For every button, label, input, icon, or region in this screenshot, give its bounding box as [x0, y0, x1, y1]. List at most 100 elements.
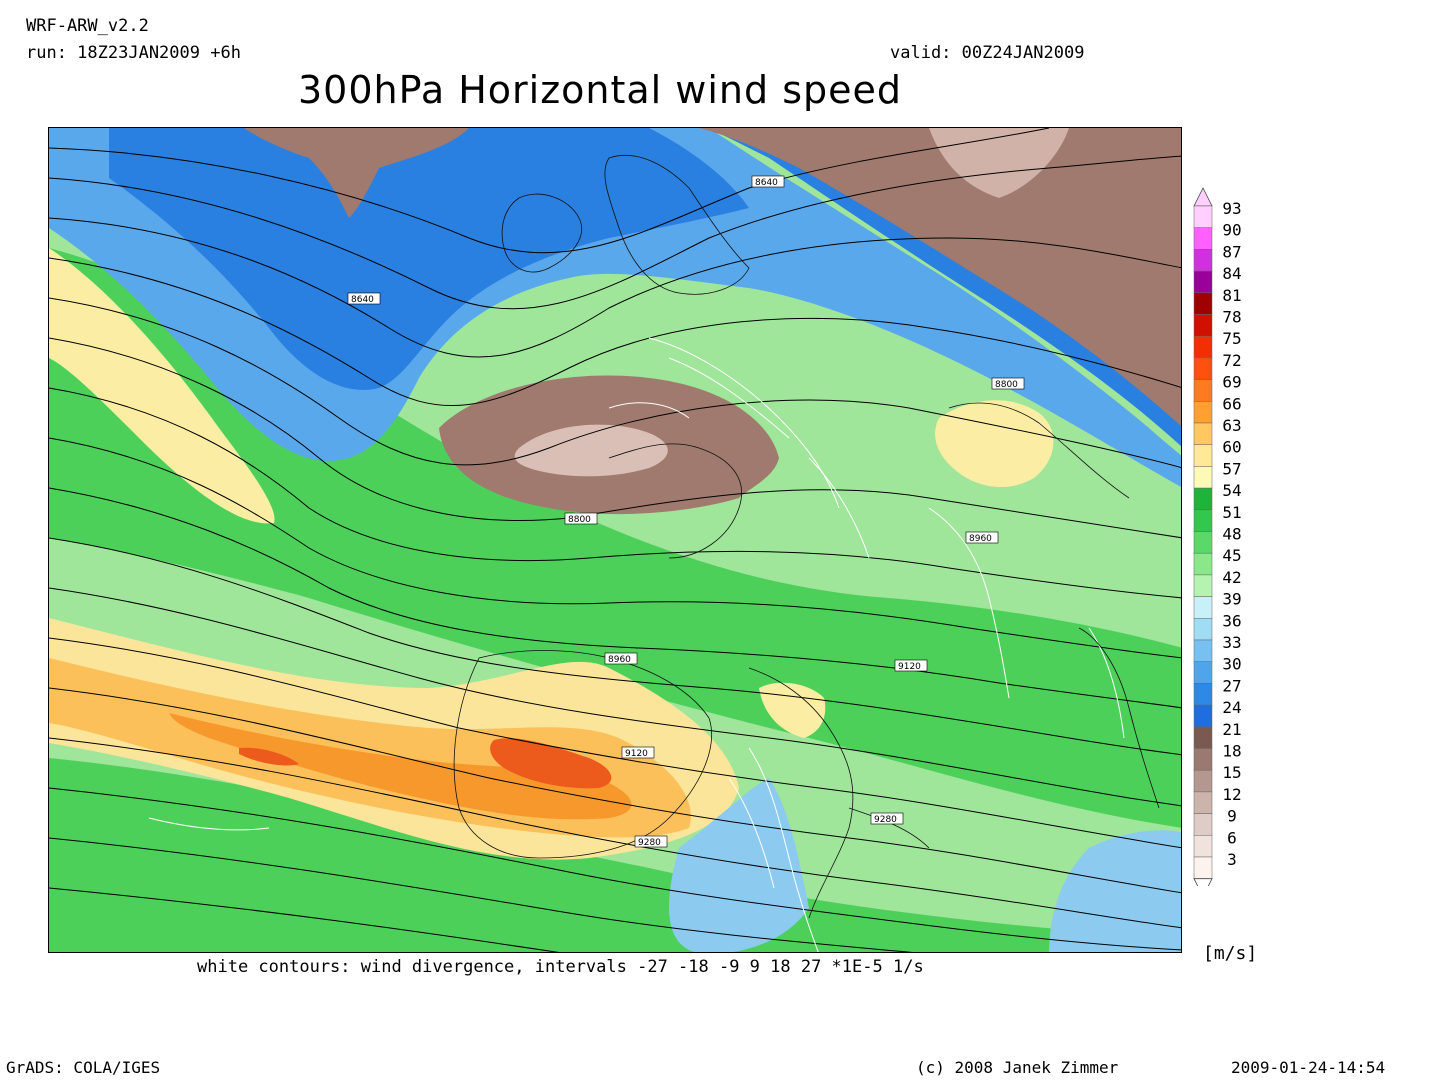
- legend-swatch: [1193, 466, 1213, 489]
- legend-level-label: 24: [1222, 698, 1241, 717]
- legend-level-label: 15: [1222, 763, 1241, 782]
- render-timestamp: 2009-01-24-14:54: [1231, 1058, 1386, 1077]
- contour-label: 8800: [568, 515, 591, 525]
- legend-swatch: [1193, 856, 1213, 879]
- legend-level-label: 87: [1222, 242, 1241, 261]
- legend-swatch: [1193, 661, 1213, 684]
- software-credit: GrADS: COLA/IGES: [6, 1058, 161, 1077]
- legend-swatch: [1193, 227, 1213, 250]
- run-info: run: 18Z23JAN2009 +6h: [26, 43, 241, 63]
- legend-swatch: [1193, 487, 1213, 511]
- legend-level-label: 54: [1222, 481, 1241, 500]
- legend-swatch: [1193, 249, 1213, 272]
- legend-level-label: 66: [1222, 394, 1241, 413]
- divergence-contours: [148, 337, 1125, 952]
- geopotential-contours: [49, 128, 1181, 952]
- legend-unit: [m/s]: [1203, 943, 1258, 964]
- legend-level-label: 45: [1222, 546, 1241, 565]
- wind-band-blue-south: [669, 778, 809, 952]
- contour-label: 9120: [898, 662, 921, 672]
- contour-label: 8640: [351, 295, 374, 305]
- wind-band-blue-se: [1049, 830, 1181, 952]
- slow-wind-north: [699, 128, 1181, 427]
- slow-wind-north-core: [929, 128, 1069, 198]
- legend-swatch: [1193, 574, 1213, 597]
- contour-label: 9280: [638, 838, 661, 848]
- legend-level-label: 81: [1222, 286, 1241, 305]
- legend-swatch: [1193, 401, 1213, 424]
- legend-level-label: 6: [1227, 828, 1237, 847]
- legend-swatch: [1193, 314, 1213, 337]
- legend-swatch: [1193, 357, 1213, 380]
- slow-wind-low-core: [514, 424, 668, 477]
- legend-arrow-top: [1193, 187, 1213, 207]
- legend-level-label: 3: [1227, 850, 1237, 869]
- author-credit: (c) 2008 Janek Zimmer: [916, 1058, 1119, 1077]
- legend-level-label: 39: [1222, 590, 1241, 609]
- legend-level-label: 69: [1222, 373, 1241, 392]
- legend-level-label: 21: [1222, 720, 1241, 739]
- legend-swatch: [1193, 726, 1213, 749]
- map-canvas: 8640 8640 8800 8800 8960 8960 9120 9120 …: [49, 128, 1181, 952]
- legend-swatch: [1193, 835, 1213, 858]
- legend-swatch: [1193, 769, 1213, 793]
- wind-core-red: [239, 747, 299, 766]
- legend-level-label: 9: [1227, 807, 1237, 826]
- legend-level-label: 18: [1222, 742, 1241, 761]
- legend-swatch: [1193, 791, 1213, 814]
- legend-level-label: 60: [1222, 438, 1241, 457]
- divergence-footnote: white contours: wind divergence, interva…: [197, 957, 924, 977]
- legend-level-label: 33: [1222, 633, 1241, 652]
- legend-level-label: 51: [1222, 503, 1241, 522]
- slow-wind-northwest: [244, 128, 469, 218]
- chart-title: 300hPa Horizontal wind speed: [298, 68, 903, 112]
- contour-label: 8800: [995, 380, 1018, 390]
- model-name: WRF-ARW_v2.2: [26, 16, 149, 36]
- legend-swatch: [1193, 335, 1213, 359]
- legend-swatch: [1193, 205, 1213, 228]
- legend-swatch: [1193, 618, 1213, 641]
- color-legend: 9390878481787572696663605754514845423936…: [1193, 187, 1242, 886]
- wind-band-orange: [169, 713, 632, 820]
- legend-level-label: 42: [1222, 568, 1241, 587]
- wind-band-yellow-italy: [759, 682, 826, 738]
- legend-arrow-bottom: [1193, 878, 1213, 886]
- legend-level-label: 63: [1222, 416, 1241, 435]
- contour-label: 9120: [625, 749, 648, 759]
- legend-swatch: [1193, 422, 1213, 445]
- contour-label: 8960: [969, 534, 992, 544]
- legend-level-label: 72: [1222, 351, 1241, 370]
- legend-swatch: [1193, 683, 1213, 706]
- legend-level-label: 57: [1222, 459, 1241, 478]
- legend-swatch: [1193, 748, 1213, 771]
- legend-level-label: 90: [1222, 221, 1241, 240]
- legend-swatch: [1193, 444, 1213, 467]
- legend-swatch: [1193, 531, 1213, 554]
- legend-swatch: [1193, 270, 1213, 294]
- wind-core-red-iberia: [490, 738, 612, 789]
- legend-level-label: 36: [1222, 611, 1241, 630]
- contour-label: 9280: [874, 815, 897, 825]
- wind-band-yellow-alps: [935, 400, 1054, 488]
- legend-swatch: [1193, 292, 1213, 315]
- contour-label: 8640: [755, 178, 778, 188]
- legend-level-label: 93: [1222, 199, 1241, 218]
- legend-swatch: [1193, 552, 1213, 576]
- legend-swatch: [1193, 704, 1213, 728]
- legend-swatch: [1193, 813, 1213, 836]
- legend-swatch: [1193, 379, 1213, 402]
- legend-swatch: [1193, 509, 1213, 532]
- wind-band-yellow-west: [49, 248, 275, 524]
- wind-speed-map: 8640 8640 8800 8800 8960 8960 9120 9120 …: [48, 127, 1182, 953]
- valid-time: valid: 00Z24JAN2009: [890, 43, 1085, 63]
- legend-level-label: 75: [1222, 329, 1241, 348]
- legend-swatch: [1193, 639, 1213, 662]
- contour-label: 8960: [608, 655, 631, 665]
- contour-label-group: 8640 8640 8800 8800 8960 8960 9120 9120 …: [347, 175, 1025, 848]
- legend-level-label: 48: [1222, 525, 1241, 544]
- legend-level-label: 84: [1222, 264, 1241, 283]
- wind-band-blue-dark: [109, 128, 749, 390]
- legend-level-label: 12: [1222, 785, 1241, 804]
- legend-level-label: 27: [1222, 676, 1241, 695]
- legend-level-label: 30: [1222, 655, 1241, 674]
